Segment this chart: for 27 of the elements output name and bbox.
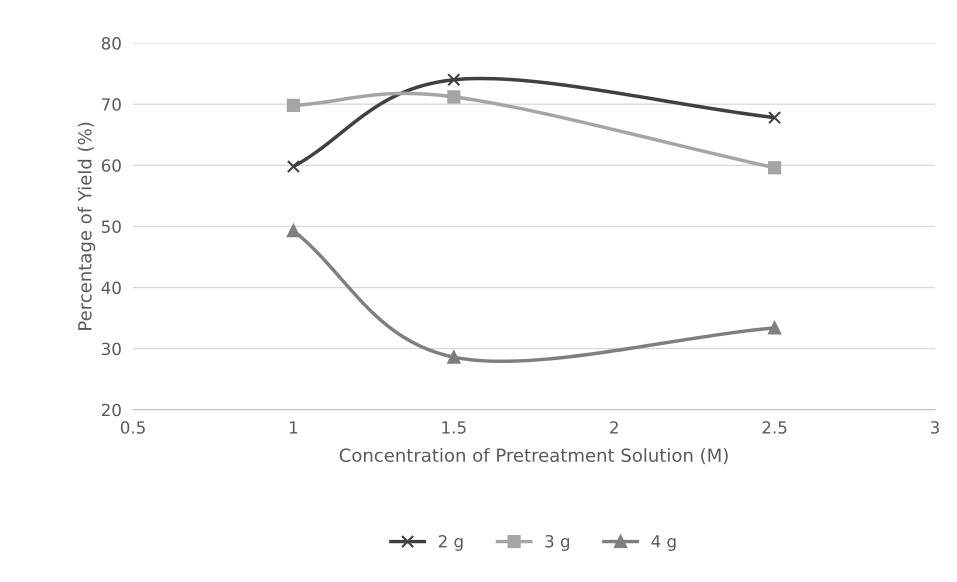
x-tick-label: 3 bbox=[930, 421, 939, 434]
legend-label: 4 g bbox=[651, 535, 676, 551]
point bbox=[286, 160, 300, 174]
y-tick-label: 50 bbox=[102, 220, 121, 233]
y-tick-label: 60 bbox=[102, 159, 121, 172]
x-tick-label: 2.5 bbox=[762, 421, 786, 434]
legend-label: 3 g bbox=[545, 535, 570, 551]
x-tick-label: 2 bbox=[610, 421, 618, 434]
y-tick-label: 70 bbox=[102, 98, 121, 111]
point bbox=[447, 73, 460, 86]
point bbox=[447, 90, 460, 104]
point bbox=[768, 161, 782, 174]
point bbox=[768, 111, 782, 124]
y-tick-label: 30 bbox=[102, 342, 121, 356]
x-axis-title: Concentration of Pretreatment Solution (M) bbox=[340, 448, 728, 464]
point bbox=[768, 321, 782, 334]
x-tick-label: 1.5 bbox=[442, 421, 466, 434]
y-tick-label: 40 bbox=[102, 281, 121, 294]
y-axis-title: Percentage of Yield (%) bbox=[78, 122, 96, 330]
point bbox=[286, 98, 300, 112]
point bbox=[286, 224, 300, 238]
y-tick-label: 80 bbox=[102, 37, 121, 50]
y-tick-label: 20 bbox=[102, 404, 121, 416]
x-tick-label: 0.5 bbox=[120, 421, 145, 434]
x-tick-label: 1 bbox=[290, 421, 298, 434]
point bbox=[447, 350, 460, 364]
legend-label: 2 g bbox=[438, 535, 463, 551]
